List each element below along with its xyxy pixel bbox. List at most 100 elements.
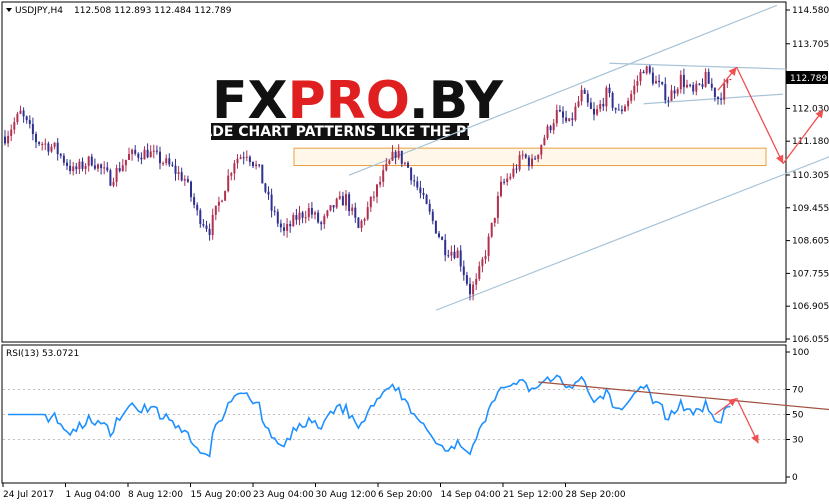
candle-body <box>41 143 44 145</box>
time-tick-label: 23 Aug 04:00 <box>253 490 314 500</box>
candle-body <box>10 129 13 136</box>
resistance-zone[interactable] <box>293 147 767 167</box>
candle-body <box>524 154 527 158</box>
candle-body <box>7 135 10 144</box>
candle-body <box>35 133 37 143</box>
candle-body <box>487 236 490 256</box>
price-candles <box>4 64 732 301</box>
candle-body <box>366 207 369 220</box>
candle-body <box>264 183 267 192</box>
candle-body <box>701 84 704 87</box>
candle-body <box>149 151 152 158</box>
collapse-triangle-icon[interactable] <box>6 8 12 12</box>
candle-body <box>670 90 673 102</box>
price-projection-arrow <box>782 109 824 164</box>
candle-body <box>645 66 648 74</box>
candle-body <box>109 170 112 186</box>
candle-body <box>44 143 47 145</box>
candle-body <box>258 164 261 166</box>
candle-body <box>543 137 546 146</box>
candle-body <box>710 83 713 88</box>
candle-body <box>720 98 723 100</box>
candle-body <box>298 212 301 220</box>
candle-body <box>279 223 282 228</box>
price-tick-label: 106.905 <box>792 302 829 312</box>
time-tick-label: 30 Aug 12:00 <box>316 490 377 500</box>
candle-body <box>385 163 388 171</box>
candle-body <box>704 71 707 87</box>
candle-body <box>478 266 481 279</box>
current-price-tag: 112.789 <box>786 71 828 84</box>
candle-body <box>565 117 568 122</box>
candle-body <box>555 109 558 124</box>
candle-body <box>707 71 710 84</box>
candle-body <box>372 196 375 198</box>
candle-body <box>456 250 459 258</box>
candle-body <box>679 75 682 90</box>
candle-body <box>124 159 127 166</box>
candle-body <box>341 196 344 206</box>
time-tick-label: 21 Sep 12:00 <box>503 490 563 500</box>
candle-body <box>676 89 679 94</box>
candle-body <box>224 191 227 201</box>
candle-body <box>143 149 146 160</box>
candle-body <box>230 173 233 176</box>
candle-body <box>320 222 323 225</box>
candle-body <box>552 123 555 131</box>
candle-body <box>593 108 595 115</box>
candle-body <box>425 194 428 204</box>
candle-body <box>518 155 521 170</box>
candle-body <box>69 165 72 172</box>
candle-body <box>636 81 639 86</box>
candle-body <box>31 123 34 134</box>
candle-body <box>357 217 360 228</box>
candle-body <box>509 176 512 179</box>
price-tick-label: 114.580 <box>792 6 829 16</box>
candle-body <box>630 94 633 101</box>
price-projection-arrow-head <box>815 109 824 119</box>
time-tick-label: 24 Jul 2017 <box>3 490 54 500</box>
candle-body <box>276 211 279 224</box>
rsi-axis: 100 70 50 30 0 <box>3 348 809 483</box>
candle-body <box>605 87 608 107</box>
candle-body <box>78 161 81 170</box>
price-tick-label: 106.055 <box>792 335 829 345</box>
rsi-tick-label: 100 <box>792 348 809 358</box>
candle-body <box>323 216 326 225</box>
candle-body <box>137 153 140 158</box>
rsi-line <box>8 374 731 458</box>
price-panel-header: USDJPY,H4 112.508 112.893 112.484 112.78… <box>6 6 232 16</box>
candle-body <box>481 259 484 267</box>
candle-body <box>599 103 602 110</box>
candle-body <box>193 197 196 205</box>
candle-body <box>394 151 397 158</box>
candle-body <box>112 181 115 186</box>
price-projection-arrow-head <box>776 154 784 164</box>
candle-body <box>586 93 589 103</box>
price-tick-label: 113.705 <box>792 40 829 50</box>
candle-body <box>729 79 732 81</box>
candle-body <box>292 215 295 227</box>
candle-body <box>190 181 192 198</box>
candle-body <box>205 225 208 229</box>
candle-body <box>329 205 332 211</box>
candle-body <box>131 149 134 155</box>
candle-body <box>527 157 530 167</box>
candle-body <box>667 100 670 102</box>
candle-body <box>162 163 165 165</box>
candle-body <box>620 109 623 112</box>
candle-body <box>428 203 431 212</box>
candle-body <box>270 194 273 211</box>
candle-body <box>713 87 716 98</box>
candle-body <box>307 208 310 218</box>
candle-body <box>53 142 56 147</box>
rsi-header: RSI(13) 53.0721 <box>6 349 79 359</box>
candle-body <box>664 84 667 101</box>
candle-body <box>335 198 338 208</box>
watermark-logo: FXPRO.BY <box>212 71 504 131</box>
candle-body <box>475 278 478 285</box>
candle-body <box>242 157 245 159</box>
price-tick-label: 107.755 <box>792 269 829 279</box>
candle-body <box>624 106 626 112</box>
